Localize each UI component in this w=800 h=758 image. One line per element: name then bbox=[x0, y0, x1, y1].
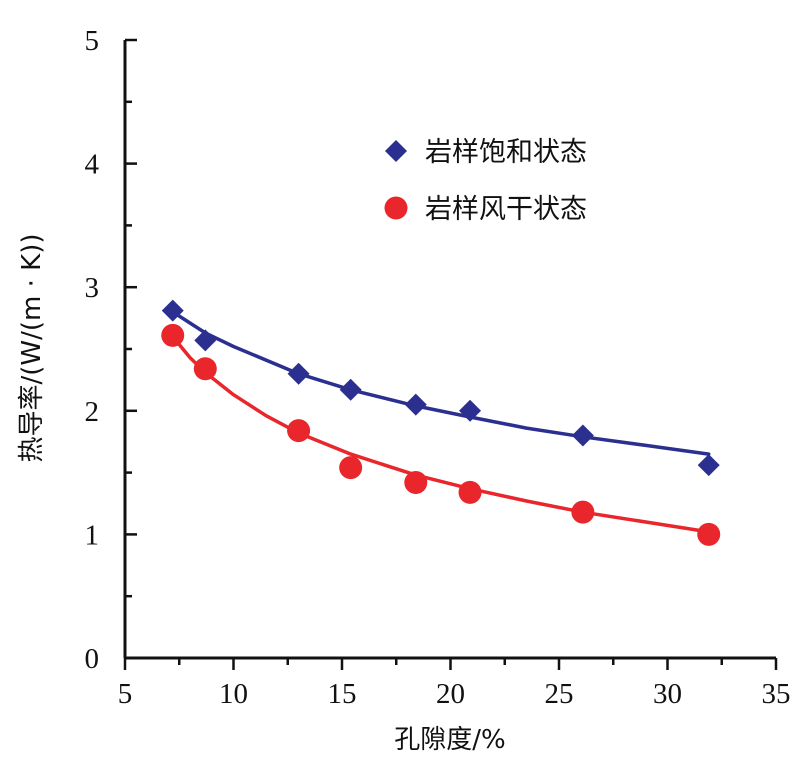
data-point-series-1 bbox=[287, 362, 310, 385]
axes: 0 1 2 3 4 5 5 10 15 20 25 30 35 bbox=[85, 25, 791, 710]
data-point-series-1 bbox=[339, 378, 362, 401]
y-tick-label: 4 bbox=[85, 149, 100, 181]
fit-curve-series-1 bbox=[170, 310, 711, 456]
x-tick-label: 15 bbox=[328, 678, 357, 710]
x-axis-title: 孔隙度/% bbox=[394, 725, 505, 755]
fit-curves bbox=[170, 310, 711, 534]
data-point-series-1 bbox=[404, 393, 427, 416]
data-point-series-1 bbox=[161, 299, 184, 322]
data-points bbox=[161, 299, 721, 546]
data-point-series-1 bbox=[571, 424, 594, 447]
data-point-series-1 bbox=[194, 329, 217, 352]
x-tick-label: 20 bbox=[436, 678, 465, 710]
x-tick-label: 10 bbox=[219, 678, 248, 710]
y-tick-label: 2 bbox=[85, 396, 100, 428]
x-tick-label: 25 bbox=[545, 678, 574, 710]
legend-label-series-2: 岩样风干状态 bbox=[425, 194, 587, 225]
data-point-series-2 bbox=[697, 522, 721, 546]
data-point-series-2 bbox=[404, 470, 428, 494]
x-tick-label: 35 bbox=[762, 678, 791, 710]
fit-curve-series-2 bbox=[170, 334, 711, 534]
data-point-series-1 bbox=[697, 454, 720, 477]
y-tick-label: 1 bbox=[85, 519, 100, 551]
x-tick-label: 5 bbox=[118, 678, 133, 710]
data-point-series-2 bbox=[193, 357, 217, 381]
data-point-series-2 bbox=[161, 323, 185, 347]
y-tick-label: 3 bbox=[85, 272, 100, 304]
legend-marker-series-1 bbox=[385, 140, 407, 162]
data-point-series-2 bbox=[287, 419, 311, 443]
y-tick-label: 0 bbox=[85, 643, 100, 675]
data-point-series-2 bbox=[571, 500, 595, 524]
y-tick-label: 5 bbox=[85, 25, 100, 57]
x-tick-label: 30 bbox=[653, 678, 682, 710]
legend-marker-series-2 bbox=[384, 196, 408, 220]
data-point-series-1 bbox=[459, 399, 482, 422]
data-point-series-2 bbox=[458, 480, 482, 504]
y-axis-title: 热导率/(W/(m · K)) bbox=[17, 234, 47, 463]
legend-label-series-1: 岩样饱和状态 bbox=[425, 137, 587, 168]
data-point-series-2 bbox=[339, 456, 363, 480]
